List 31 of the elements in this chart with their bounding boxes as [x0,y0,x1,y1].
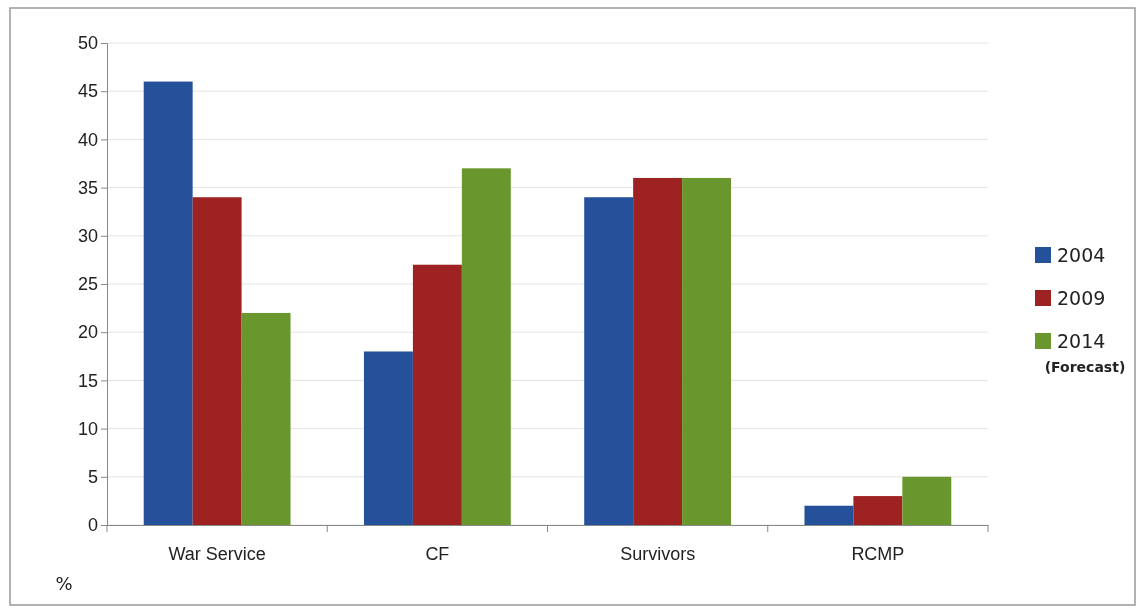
x-tick-label: War Service [168,543,266,564]
bar [853,496,903,525]
y-tick-label: 25 [77,274,98,295]
bar [902,476,952,525]
legend-label: 2014 (Forecast) [1044,330,1126,375]
bar [412,264,462,525]
y-tick-label: 15 [77,370,98,391]
x-tick-label: RCMP [851,543,905,564]
y-tick-label: 0 [87,515,98,536]
y-tick-label: 35 [77,177,98,198]
legend-label: 2004 [1057,244,1106,266]
x-tick-label: Survivors [620,543,696,564]
bar [584,197,634,525]
y-tick-label: 50 [77,33,98,54]
y-tick-label: 20 [77,322,98,343]
bar [804,505,854,525]
y-tick-label: 45 [77,81,98,102]
x-tick-label: CF [425,543,450,564]
bar [241,312,291,525]
bar [633,177,683,525]
y-tick-label: 40 [77,129,98,150]
bar [143,81,193,525]
bar [363,351,413,525]
bar [682,177,732,525]
bar [192,197,242,525]
y-tick-label: 5 [87,467,98,488]
y-axis-title: % [55,573,73,594]
legend-label: 2009 [1057,287,1106,309]
bar [461,168,511,525]
y-tick-label: 30 [77,226,98,247]
y-tick-label: 10 [77,418,98,439]
